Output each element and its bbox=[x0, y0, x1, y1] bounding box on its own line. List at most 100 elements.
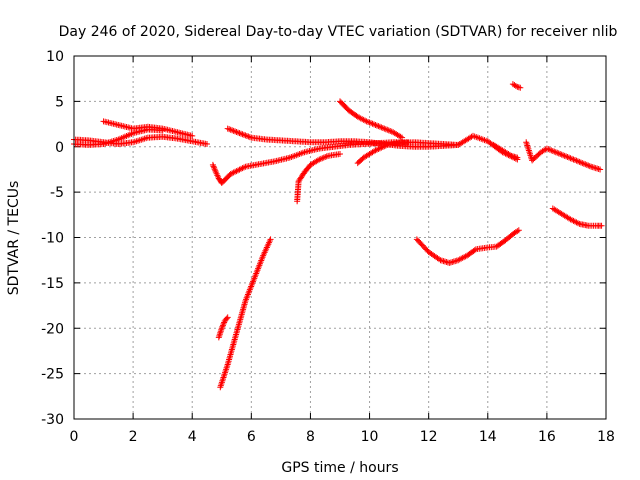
data-point bbox=[210, 163, 217, 170]
data-point bbox=[555, 150, 562, 157]
data-point bbox=[561, 152, 568, 159]
data-point bbox=[384, 126, 391, 133]
data-point bbox=[397, 133, 404, 140]
y-tick-label: -30 bbox=[41, 412, 64, 428]
data-point bbox=[159, 127, 166, 134]
data-point bbox=[219, 322, 226, 329]
data-point bbox=[316, 156, 323, 163]
data-point bbox=[597, 166, 604, 173]
x-tick-label: 4 bbox=[188, 429, 197, 445]
data-point bbox=[322, 154, 329, 161]
data-point bbox=[233, 168, 240, 175]
series-arc-10 bbox=[354, 132, 521, 167]
data-point bbox=[319, 155, 326, 162]
x-tick-label: 2 bbox=[129, 429, 138, 445]
data-point bbox=[232, 168, 239, 175]
data-point bbox=[365, 118, 372, 125]
axis-ticks: 0 2 4 6 8 10 12 14 16 18 -30 -25 -20 -15 -10 -5 0 5 10 bbox=[41, 49, 615, 445]
data-point bbox=[586, 163, 593, 170]
data-point bbox=[517, 84, 524, 91]
data-point bbox=[242, 132, 249, 139]
series-arc-6 bbox=[215, 314, 231, 341]
data-point bbox=[240, 131, 247, 138]
data-point bbox=[506, 151, 513, 158]
data-point bbox=[382, 142, 389, 149]
x-tick-label: 14 bbox=[479, 429, 497, 445]
data-point bbox=[320, 154, 327, 161]
data-point bbox=[574, 220, 581, 227]
data-point bbox=[235, 167, 242, 174]
data-point bbox=[566, 154, 573, 161]
data-point bbox=[370, 121, 377, 128]
data-point bbox=[378, 124, 385, 131]
data-point bbox=[366, 119, 373, 126]
data-points bbox=[71, 81, 605, 391]
data-point bbox=[376, 123, 383, 130]
data-point bbox=[382, 126, 389, 133]
x-tick-label: 10 bbox=[361, 429, 379, 445]
data-point bbox=[379, 143, 386, 150]
data-point bbox=[379, 124, 386, 131]
data-point bbox=[381, 143, 388, 150]
series-arc-7 bbox=[217, 236, 274, 391]
data-point bbox=[580, 160, 587, 167]
data-point bbox=[554, 149, 561, 156]
x-tick-label: 6 bbox=[247, 429, 256, 445]
data-point bbox=[245, 133, 252, 140]
data-point bbox=[471, 247, 478, 254]
data-point bbox=[549, 147, 556, 154]
data-point bbox=[233, 129, 240, 136]
data-point bbox=[232, 128, 239, 135]
data-point bbox=[372, 121, 379, 128]
data-point bbox=[362, 117, 369, 124]
data-point bbox=[579, 160, 586, 167]
x-tick-label: 16 bbox=[538, 429, 556, 445]
y-tick-label: 10 bbox=[46, 49, 64, 65]
data-point bbox=[237, 165, 244, 172]
data-point bbox=[369, 120, 376, 127]
series-arc-8 bbox=[294, 151, 343, 205]
y-tick-label: -5 bbox=[50, 185, 64, 201]
data-point bbox=[563, 153, 570, 160]
series-arc-13 bbox=[509, 81, 524, 91]
data-point bbox=[317, 155, 324, 162]
x-tick-label: 18 bbox=[597, 429, 615, 445]
data-point bbox=[598, 222, 605, 229]
y-tick-label: -25 bbox=[41, 367, 64, 383]
data-point bbox=[558, 151, 565, 158]
series-arc-15 bbox=[549, 205, 605, 229]
data-point bbox=[512, 82, 519, 89]
data-point bbox=[569, 155, 576, 162]
data-point bbox=[560, 152, 567, 159]
series-arc-11 bbox=[413, 227, 522, 266]
data-point bbox=[337, 151, 343, 158]
data-point bbox=[543, 145, 550, 152]
x-tick-label: 12 bbox=[420, 429, 438, 445]
grid-lines bbox=[74, 56, 606, 419]
data-point bbox=[227, 126, 234, 133]
data-point bbox=[551, 148, 558, 155]
data-point bbox=[546, 146, 553, 153]
data-point bbox=[552, 149, 559, 156]
data-point bbox=[378, 144, 385, 151]
series-arc-12 bbox=[490, 141, 521, 161]
data-point bbox=[204, 141, 210, 148]
data-point bbox=[545, 146, 552, 153]
data-point bbox=[582, 161, 589, 168]
data-point bbox=[564, 154, 571, 161]
data-point bbox=[189, 132, 196, 139]
data-point bbox=[570, 156, 577, 163]
data-point bbox=[267, 236, 274, 243]
data-point bbox=[230, 127, 237, 134]
data-point bbox=[237, 130, 244, 137]
data-point bbox=[368, 120, 375, 127]
data-point bbox=[224, 314, 231, 321]
data-point bbox=[323, 153, 330, 160]
data-point bbox=[236, 166, 243, 173]
data-point bbox=[577, 159, 584, 166]
data-point bbox=[373, 146, 380, 153]
data-point bbox=[220, 320, 227, 327]
y-tick-label: 5 bbox=[55, 94, 64, 110]
data-point bbox=[363, 118, 370, 125]
data-point bbox=[548, 147, 555, 154]
